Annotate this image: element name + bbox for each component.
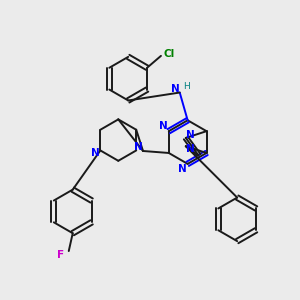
Text: N: N: [91, 148, 100, 158]
Text: N: N: [186, 144, 195, 154]
Text: Cl: Cl: [163, 49, 175, 59]
Text: N: N: [171, 84, 180, 94]
Text: N: N: [178, 164, 187, 174]
Text: F: F: [57, 250, 64, 260]
Text: N: N: [186, 130, 195, 140]
Text: N: N: [159, 121, 168, 131]
Text: N: N: [134, 142, 142, 152]
Text: H: H: [183, 82, 190, 91]
